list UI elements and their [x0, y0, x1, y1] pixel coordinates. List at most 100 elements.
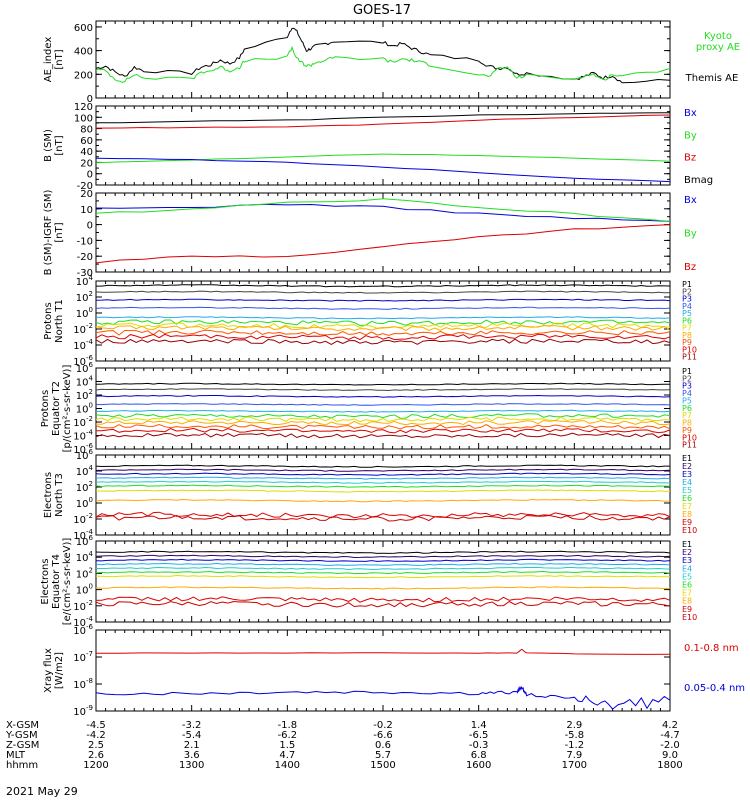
legend-entry: E1	[682, 454, 692, 463]
legend-entry: E10	[682, 526, 697, 535]
y-tick-label: 10-2	[73, 512, 93, 526]
legend-entry: E2	[682, 462, 692, 471]
panel-xray: 10-9 10-8 10-7 10-6 Xray flux [W/m2] 0.1-0.8 n…	[43, 623, 745, 718]
x-tick-label: -3.2	[182, 720, 202, 731]
series-line-xray-0-1-0-8-nm	[96, 648, 671, 655]
series-line-ee-E1	[95, 550, 671, 554]
panel-frame	[95, 192, 671, 273]
legend-entry: P4	[682, 302, 692, 311]
series-line-bigrf-Bz	[95, 224, 671, 264]
y-tick-exponent: 4	[89, 550, 94, 558]
legend-entry: P2	[682, 287, 692, 296]
legend-entry: By	[684, 130, 697, 141]
legend-entry: Bmag	[684, 175, 713, 186]
x-tick-label: 2.9	[566, 720, 582, 731]
x-row-label: Y-GSM	[5, 730, 38, 741]
series-line-ee-E8	[95, 586, 671, 590]
legend-entry: Kyoto	[704, 31, 732, 42]
y-tick-exponent: -7	[86, 650, 93, 658]
series-line-ee-E6	[95, 570, 671, 575]
x-tick-label: 2.6	[88, 750, 104, 761]
y-tick-label: 200	[74, 70, 93, 81]
x-tick-label: -5.8	[565, 730, 585, 741]
y-tick-label: -30	[77, 268, 93, 279]
series-line-bsm-Bmag	[96, 112, 671, 124]
series-line-pn-P8	[95, 325, 671, 332]
x-tick-label: 3.6	[184, 750, 200, 761]
y-tick-exponent: -4	[86, 528, 94, 536]
y-tick-label: 104	[76, 375, 94, 389]
y-tick-label: 106	[76, 361, 94, 375]
y-tick-label: 102	[76, 480, 93, 494]
x-tick-label: -2.0	[660, 740, 680, 751]
y-axis-label: [e/(cm²-s-sr-keV)]	[62, 538, 73, 626]
y-tick-label: 104	[76, 550, 94, 564]
legend-entry: E5	[682, 572, 692, 581]
series-line-pn-P3	[95, 298, 671, 302]
y-tick-label: 102	[76, 566, 93, 580]
series-line-ee-E3	[95, 558, 671, 562]
series-line-pe-P10	[96, 427, 671, 434]
series-line-en-E5	[95, 480, 671, 484]
y-tick-label: 80	[80, 125, 93, 136]
y-tick-label: -20	[77, 181, 93, 192]
x-tick-label: 4.7	[279, 750, 295, 761]
date-label: 2021 May 29	[6, 785, 78, 798]
x-row-label: hhmm	[6, 760, 38, 771]
panel-bigrf: -30 -20 -10 0 10 20 B (SM)-IGRF (SM) [nT] Bx By Bz	[43, 189, 697, 279]
legend-entry: E6	[682, 494, 692, 503]
y-tick-label: 20	[80, 158, 93, 169]
legend-entry: E6	[682, 581, 692, 590]
panel-frame	[95, 20, 671, 99]
legend-entry: P1	[682, 280, 692, 289]
x-tick-label: -4.5	[86, 720, 106, 731]
legend-entry: Bz	[684, 153, 696, 164]
legend-entry: Themis AE	[685, 73, 739, 84]
series-line-pn-P9	[95, 329, 671, 336]
y-axis-label: Electrons	[43, 472, 54, 518]
y-tick-exponent: 6	[89, 448, 94, 456]
legend-entry: Bx	[684, 108, 697, 119]
y-tick-exponent: 6	[89, 361, 94, 369]
x-tick-label: -1.2	[565, 740, 585, 751]
y-axis-label: North T3	[54, 473, 65, 517]
series-line-en-E1	[95, 464, 670, 468]
y-tick-label: 0	[87, 94, 93, 105]
x-tick-label: 1.4	[471, 720, 487, 731]
x-tick-label: 4.2	[662, 720, 678, 731]
series-line-pn-P11	[95, 338, 671, 345]
legend-entry: E1	[682, 540, 692, 549]
legend-entry: E5	[682, 486, 692, 495]
series-line-pn-P4	[95, 306, 671, 310]
x-row-label: MLT	[6, 750, 26, 761]
y-tick-label: 0	[87, 221, 93, 232]
y-tick-label: -10	[77, 236, 93, 247]
series-line-ee-E4	[95, 562, 671, 566]
y-tick-exponent: 2	[89, 388, 93, 396]
y-axis-label: Equator T4	[51, 554, 62, 609]
series-line-bigrf-Bx	[95, 203, 671, 222]
legend-entry: E9	[682, 605, 692, 614]
x-tick-label: 1700	[562, 760, 587, 771]
legend-entry: P4	[682, 389, 692, 398]
legend-entry: P7	[682, 324, 692, 333]
series-line-bsm-Bz	[95, 114, 671, 129]
legend-entry: P8	[682, 419, 692, 428]
y-tick-exponent: 2	[89, 480, 93, 488]
y-axis-label: [p/(cm²-s-sr-keV)]	[62, 365, 73, 453]
series-line-pn-P2	[95, 290, 671, 294]
series-line-bigrf-By	[95, 198, 671, 222]
legend-entry: P8	[682, 331, 692, 340]
y-tick-exponent: -2	[86, 599, 93, 607]
legend-entry: E7	[682, 502, 692, 511]
legend-entry: E3	[682, 470, 692, 479]
legend-entry: P10	[682, 433, 697, 442]
x-tick-label: -1.8	[278, 720, 298, 731]
legend-entry: P10	[682, 345, 697, 354]
series-line-bsm-By	[95, 153, 671, 164]
y-tick-label: 40	[80, 147, 93, 158]
x-tick-label: 1200	[83, 760, 108, 771]
y-tick-exponent: -6	[86, 623, 94, 631]
y-tick-exponent: -2	[86, 512, 93, 520]
